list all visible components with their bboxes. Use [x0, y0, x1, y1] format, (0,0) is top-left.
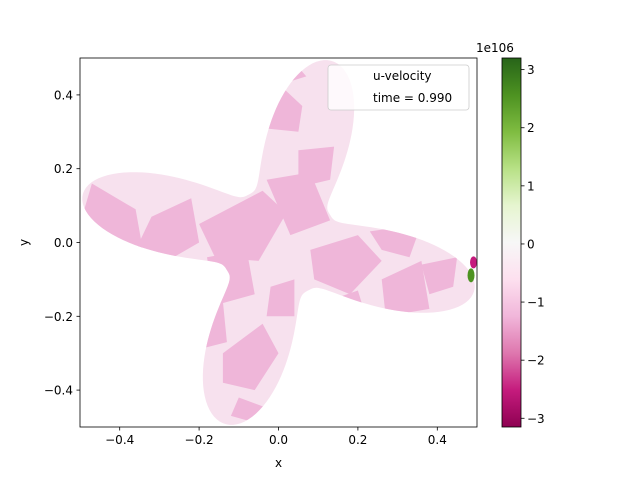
x-tick-label: −0.4: [105, 433, 134, 447]
colorbar-tick-label: −1: [527, 296, 545, 310]
x-tick-label: 0.0: [269, 433, 288, 447]
field-patch: [310, 235, 382, 295]
colorbar-tick-label: 3: [527, 63, 535, 77]
colorbar-tick-label: 1: [527, 179, 535, 193]
x-tick-label: 0.2: [348, 433, 367, 447]
colorbar: −3 −2 −1 0 1 2 3 1e106: [476, 41, 545, 428]
y-axis-ticks: −0.4 −0.2 0.0 0.2 0.4: [44, 88, 80, 398]
colorbar-ticks: −3 −2 −1 0 1 2 3: [521, 63, 545, 426]
x-axis-ticks: −0.4 −0.2 0.0 0.2 0.4: [105, 427, 447, 447]
x-tick-label: −0.2: [185, 433, 214, 447]
colorbar-tick-label: −2: [527, 354, 545, 368]
velocity-field-domain: [82, 60, 475, 425]
field-patch: [381, 260, 430, 317]
x-axis-label: x: [275, 456, 282, 470]
velocity-hotspot: [467, 256, 477, 283]
y-tick-label: 0.4: [54, 88, 73, 102]
field-patch: [266, 279, 295, 317]
y-tick-label: −0.4: [44, 384, 73, 398]
colorbar-tick-label: 2: [527, 121, 535, 135]
field-patch: [222, 323, 279, 391]
colorbar-frame: [501, 57, 522, 428]
y-axis-label: y: [17, 239, 31, 246]
legend: u-velocity time = 0.990: [327, 64, 470, 111]
field-patch: [199, 190, 287, 261]
field-patch: [298, 146, 335, 188]
colorbar-offset-label: 1e106: [476, 41, 514, 55]
y-tick-label: −0.2: [44, 310, 73, 324]
legend-box: [327, 64, 470, 111]
colorbar-tick-label: 0: [527, 237, 535, 251]
hotspot-positive: [467, 268, 475, 283]
field-patch: [421, 257, 458, 295]
legend-line-1: u-velocity: [373, 69, 432, 83]
plot-area: [79, 57, 478, 428]
legend-line-2: time = 0.990: [373, 91, 452, 105]
field-patch: [266, 172, 331, 236]
colorbar-tick-label: −3: [527, 412, 545, 426]
x-tick-label: 0.4: [428, 433, 447, 447]
field-patch: [135, 198, 200, 261]
y-tick-label: 0.0: [54, 236, 73, 250]
colorbar-gradient: [502, 58, 521, 427]
hotspot-negative: [470, 256, 477, 269]
y-tick-label: 0.2: [54, 162, 73, 176]
